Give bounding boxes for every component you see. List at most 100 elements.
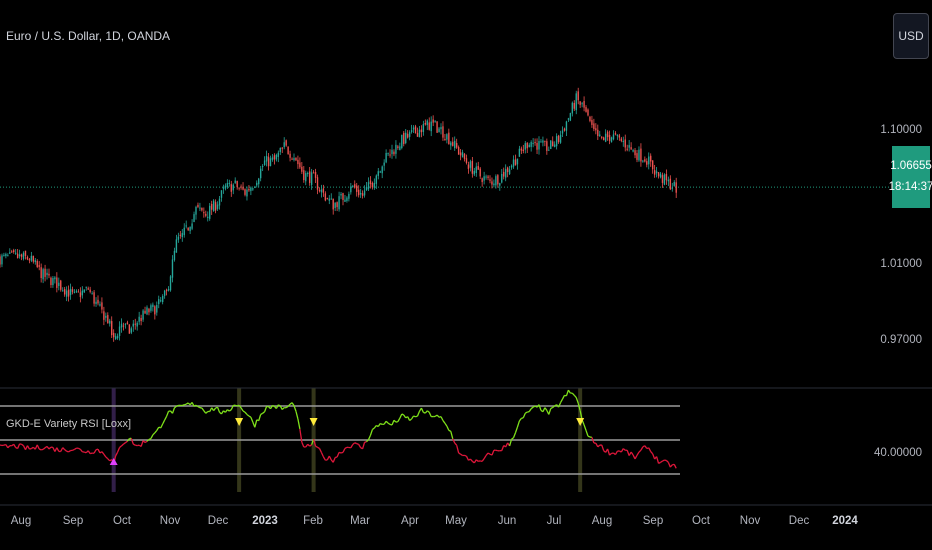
candle-body <box>403 132 405 144</box>
oscillator-segment <box>393 419 397 423</box>
oscillator-segment <box>26 445 30 450</box>
oscillator-segment <box>487 452 491 455</box>
candle-body <box>571 102 574 114</box>
candle-body <box>91 293 93 295</box>
oscillator-segment <box>571 392 575 396</box>
oscillator-segment <box>317 446 320 449</box>
candle-body <box>575 93 577 111</box>
oscillator-segment <box>583 424 587 431</box>
oscillator-segment <box>171 407 176 414</box>
buy-signal-marker <box>109 458 118 465</box>
candle-body <box>175 239 178 253</box>
candle-body <box>287 146 289 155</box>
oscillator-segment <box>620 448 624 453</box>
indicator-value-label: 40.00000 <box>874 447 922 459</box>
oscillator-segment <box>508 439 513 447</box>
oscillator-segment <box>184 403 187 406</box>
candle-body <box>161 296 164 303</box>
y-tick-label: 1.01000 <box>880 258 922 270</box>
oscillator-segment <box>38 448 42 451</box>
candle-body <box>414 126 417 134</box>
candle-body <box>454 140 456 149</box>
candle-body <box>265 155 268 162</box>
candle-body <box>318 190 321 192</box>
oscillator-segment <box>140 440 144 447</box>
oscillator-segment <box>521 417 524 419</box>
candle-body <box>212 200 215 212</box>
candle-body <box>348 193 350 199</box>
candle-body <box>324 193 327 201</box>
x-tick-label: Nov <box>739 515 761 527</box>
candle-body <box>254 186 256 188</box>
candle-body <box>234 180 236 184</box>
oscillator-segment <box>226 409 230 412</box>
candle-body <box>22 252 25 259</box>
oscillator-segment <box>395 421 399 423</box>
candle-body <box>569 113 572 121</box>
candle-body <box>148 308 150 313</box>
candle-body <box>479 168 481 177</box>
oscillator-segment <box>626 450 630 456</box>
oscillator-segment <box>182 404 185 407</box>
x-tick-label: Dec <box>788 515 810 527</box>
candle-body <box>71 289 74 292</box>
candle-body <box>585 107 587 112</box>
oscillator-segment <box>150 434 154 439</box>
oscillator-segment <box>636 451 640 456</box>
oscillator-segment <box>389 423 393 426</box>
oscillator-segment <box>413 415 416 418</box>
oscillator-segment <box>595 442 599 448</box>
oscillator-segment <box>97 448 101 454</box>
candle-body <box>542 140 544 143</box>
oscillator-segment <box>228 409 232 412</box>
candle-body <box>14 252 17 254</box>
oscillator-segment <box>164 415 168 421</box>
candle-body <box>450 142 452 146</box>
oscillator-segment <box>660 460 663 463</box>
oscillator-segment <box>416 411 421 417</box>
candle-body <box>181 233 183 238</box>
candle-body <box>322 188 325 193</box>
candle-body <box>544 140 546 142</box>
candle-body <box>371 182 374 188</box>
oscillator-segment <box>399 413 403 419</box>
candle-body <box>50 277 52 286</box>
candle-body <box>650 155 652 162</box>
candle-body <box>675 182 677 193</box>
candle-body <box>334 202 336 208</box>
x-tick-label: Oct <box>113 515 131 527</box>
oscillator-segment <box>48 446 52 450</box>
oscillator-segment <box>423 411 426 414</box>
oscillator-segment <box>263 406 268 412</box>
sell-signal-marker <box>309 418 318 426</box>
candle-body <box>275 154 278 160</box>
candle-body <box>514 159 517 166</box>
oscillator-segment <box>148 438 152 441</box>
candle-body <box>365 186 368 191</box>
candle-body <box>448 132 450 145</box>
candle-body <box>587 109 589 116</box>
candle-body <box>455 143 458 148</box>
candle-body <box>291 158 293 160</box>
candle-body <box>28 259 31 261</box>
candle-body <box>548 149 550 151</box>
candle-body <box>191 223 193 229</box>
candle-body <box>193 214 195 223</box>
oscillator-segment <box>309 444 313 447</box>
candle-body <box>338 196 340 210</box>
candle-body <box>279 147 281 152</box>
candle-body <box>387 153 389 155</box>
candle-body <box>363 190 366 196</box>
candle-body <box>624 139 626 148</box>
candle-body <box>240 186 242 188</box>
oscillator-segment <box>491 449 495 456</box>
oscillator-segment <box>454 442 458 446</box>
candle-body <box>89 289 91 292</box>
oscillator-segment <box>242 410 246 413</box>
candle-body <box>271 157 274 160</box>
candle-body <box>248 188 250 191</box>
oscillator-segment <box>387 422 391 425</box>
currency-button[interactable]: USD <box>893 13 929 59</box>
oscillator-segment <box>105 456 109 460</box>
